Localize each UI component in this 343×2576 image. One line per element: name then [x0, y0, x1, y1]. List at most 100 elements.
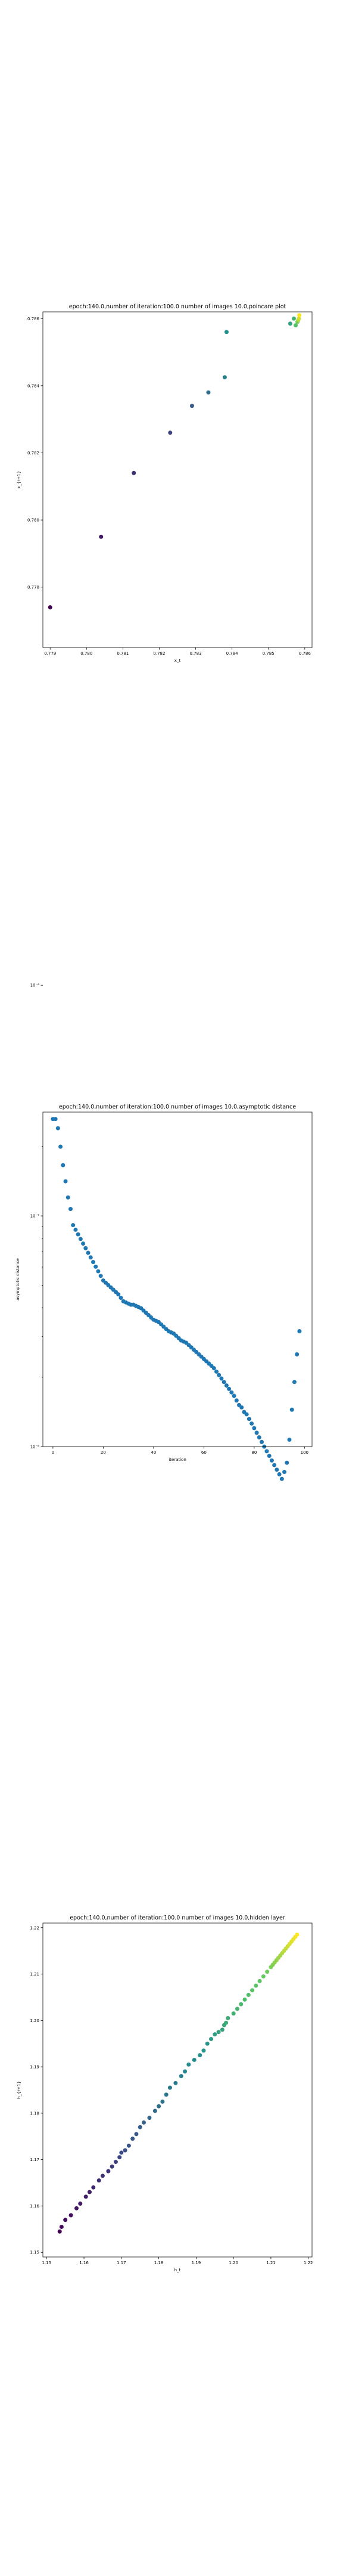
data-point — [119, 2150, 124, 2155]
data-point — [224, 330, 229, 335]
data-point — [130, 2137, 135, 2141]
hidden-layer-chart: epoch:140.0,number of iteration:100.0 nu… — [17, 1915, 313, 2272]
data-point — [68, 1206, 73, 1211]
data-point — [116, 1292, 121, 1297]
data-point — [186, 2062, 191, 2067]
data-point — [74, 2206, 79, 2210]
data-point — [254, 1431, 259, 1435]
data-point — [123, 2148, 127, 2153]
data-point — [71, 1223, 76, 1228]
data-point — [216, 2030, 221, 2035]
data-point — [113, 2160, 118, 2165]
plot-area — [42, 1111, 313, 1447]
x-axis-label: x_t — [174, 658, 181, 663]
x-tick-label: 1.19 — [192, 2261, 201, 2265]
plot-area — [42, 311, 313, 648]
data-point — [86, 1250, 91, 1255]
data-point — [287, 1437, 292, 1442]
data-point — [58, 1144, 63, 1149]
data-point — [205, 2041, 210, 2046]
data-point — [164, 2092, 169, 2097]
x-tick-label: 60 — [201, 1450, 207, 1455]
data-point — [183, 2069, 188, 2074]
data-point — [235, 2007, 239, 2011]
data-point — [264, 1449, 269, 1454]
data-point — [209, 2036, 213, 2041]
y-tick-label: 1.22 — [30, 1925, 39, 1930]
data-point — [201, 2048, 206, 2053]
data-point — [167, 2085, 172, 2090]
chart-title: epoch:140.0,number of iteration:100.0 nu… — [70, 1915, 285, 1921]
x-tick-label: 20 — [101, 1450, 106, 1455]
data-point — [57, 2229, 62, 2234]
data-point — [211, 1366, 216, 1370]
asymptotic-distance-chart: epoch:140.0,number of iteration:100.0 nu… — [15, 983, 313, 1481]
data-point — [219, 1376, 224, 1381]
data-point — [234, 1398, 239, 1403]
data-point — [224, 1383, 229, 1388]
y-tick-label: 0.778 — [27, 585, 39, 590]
data-point — [206, 390, 211, 395]
data-point — [254, 1983, 258, 1988]
y-tick-label: 1.19 — [30, 2065, 39, 2070]
x-axis-label: h_t — [174, 2268, 181, 2272]
x-tick-label: 80 — [251, 1450, 257, 1455]
poincare-plot-chart: epoch:140.0,number of iteration:100.0 nu… — [17, 304, 313, 663]
data-point — [78, 2202, 83, 2206]
data-point — [227, 1386, 232, 1391]
y-tick-label: 0.780 — [27, 518, 39, 523]
data-point — [76, 1232, 80, 1237]
data-point — [269, 1458, 274, 1463]
data-point — [224, 2020, 229, 2025]
data-point — [213, 2032, 217, 2037]
data-point — [160, 2099, 165, 2104]
y-tick-label: 10⁻⁷ — [30, 1214, 40, 1219]
data-point — [292, 1380, 297, 1385]
data-point — [252, 1426, 257, 1431]
x-tick-label: 0.781 — [117, 651, 129, 656]
data-point — [239, 1405, 244, 1410]
data-point — [294, 323, 298, 328]
data-point — [142, 2120, 146, 2125]
data-point — [73, 1227, 78, 1232]
data-point — [132, 470, 136, 475]
x-tick-label: 1.20 — [229, 2261, 238, 2265]
data-point — [257, 1435, 261, 1440]
data-point — [81, 1241, 86, 1246]
data-point — [63, 2218, 68, 2222]
x-tick-label: 1.21 — [266, 2261, 276, 2265]
y-tick-label: 10⁻⁶ — [30, 983, 40, 988]
data-point — [297, 1329, 302, 1334]
x-tick-label: 1.16 — [79, 2261, 89, 2265]
data-point — [244, 1412, 249, 1417]
data-point — [48, 605, 52, 609]
data-point — [220, 2027, 224, 2032]
data-point — [267, 1453, 272, 1458]
y-tick-label: 0.782 — [27, 451, 39, 456]
plot-area — [42, 1922, 313, 2258]
data-point — [119, 1295, 123, 1300]
data-point — [297, 316, 301, 321]
data-point — [59, 2224, 64, 2229]
data-point — [285, 1460, 289, 1465]
data-point — [87, 2190, 92, 2194]
data-point — [257, 1979, 262, 1983]
data-point — [250, 1988, 255, 1993]
y-tick-label: 1.20 — [30, 2018, 39, 2023]
data-point — [93, 1264, 98, 1269]
data-point — [126, 2143, 131, 2148]
x-tick-label: 0.786 — [299, 651, 311, 656]
data-point — [66, 1195, 70, 1200]
data-point — [138, 2125, 142, 2129]
chart-title: epoch:140.0,number of iteration:100.0 nu… — [69, 304, 286, 310]
data-point — [242, 1997, 247, 2002]
x-tick-label: 0.785 — [263, 651, 275, 656]
y-axis-label: h_{t+1} — [17, 2081, 21, 2099]
data-point — [217, 1373, 222, 1377]
data-point — [83, 1246, 88, 1250]
data-point — [260, 1439, 264, 1444]
data-point — [179, 2074, 183, 2079]
y-tick-label: 1.17 — [30, 2157, 39, 2162]
data-point — [291, 316, 296, 321]
data-point — [55, 1126, 60, 1131]
